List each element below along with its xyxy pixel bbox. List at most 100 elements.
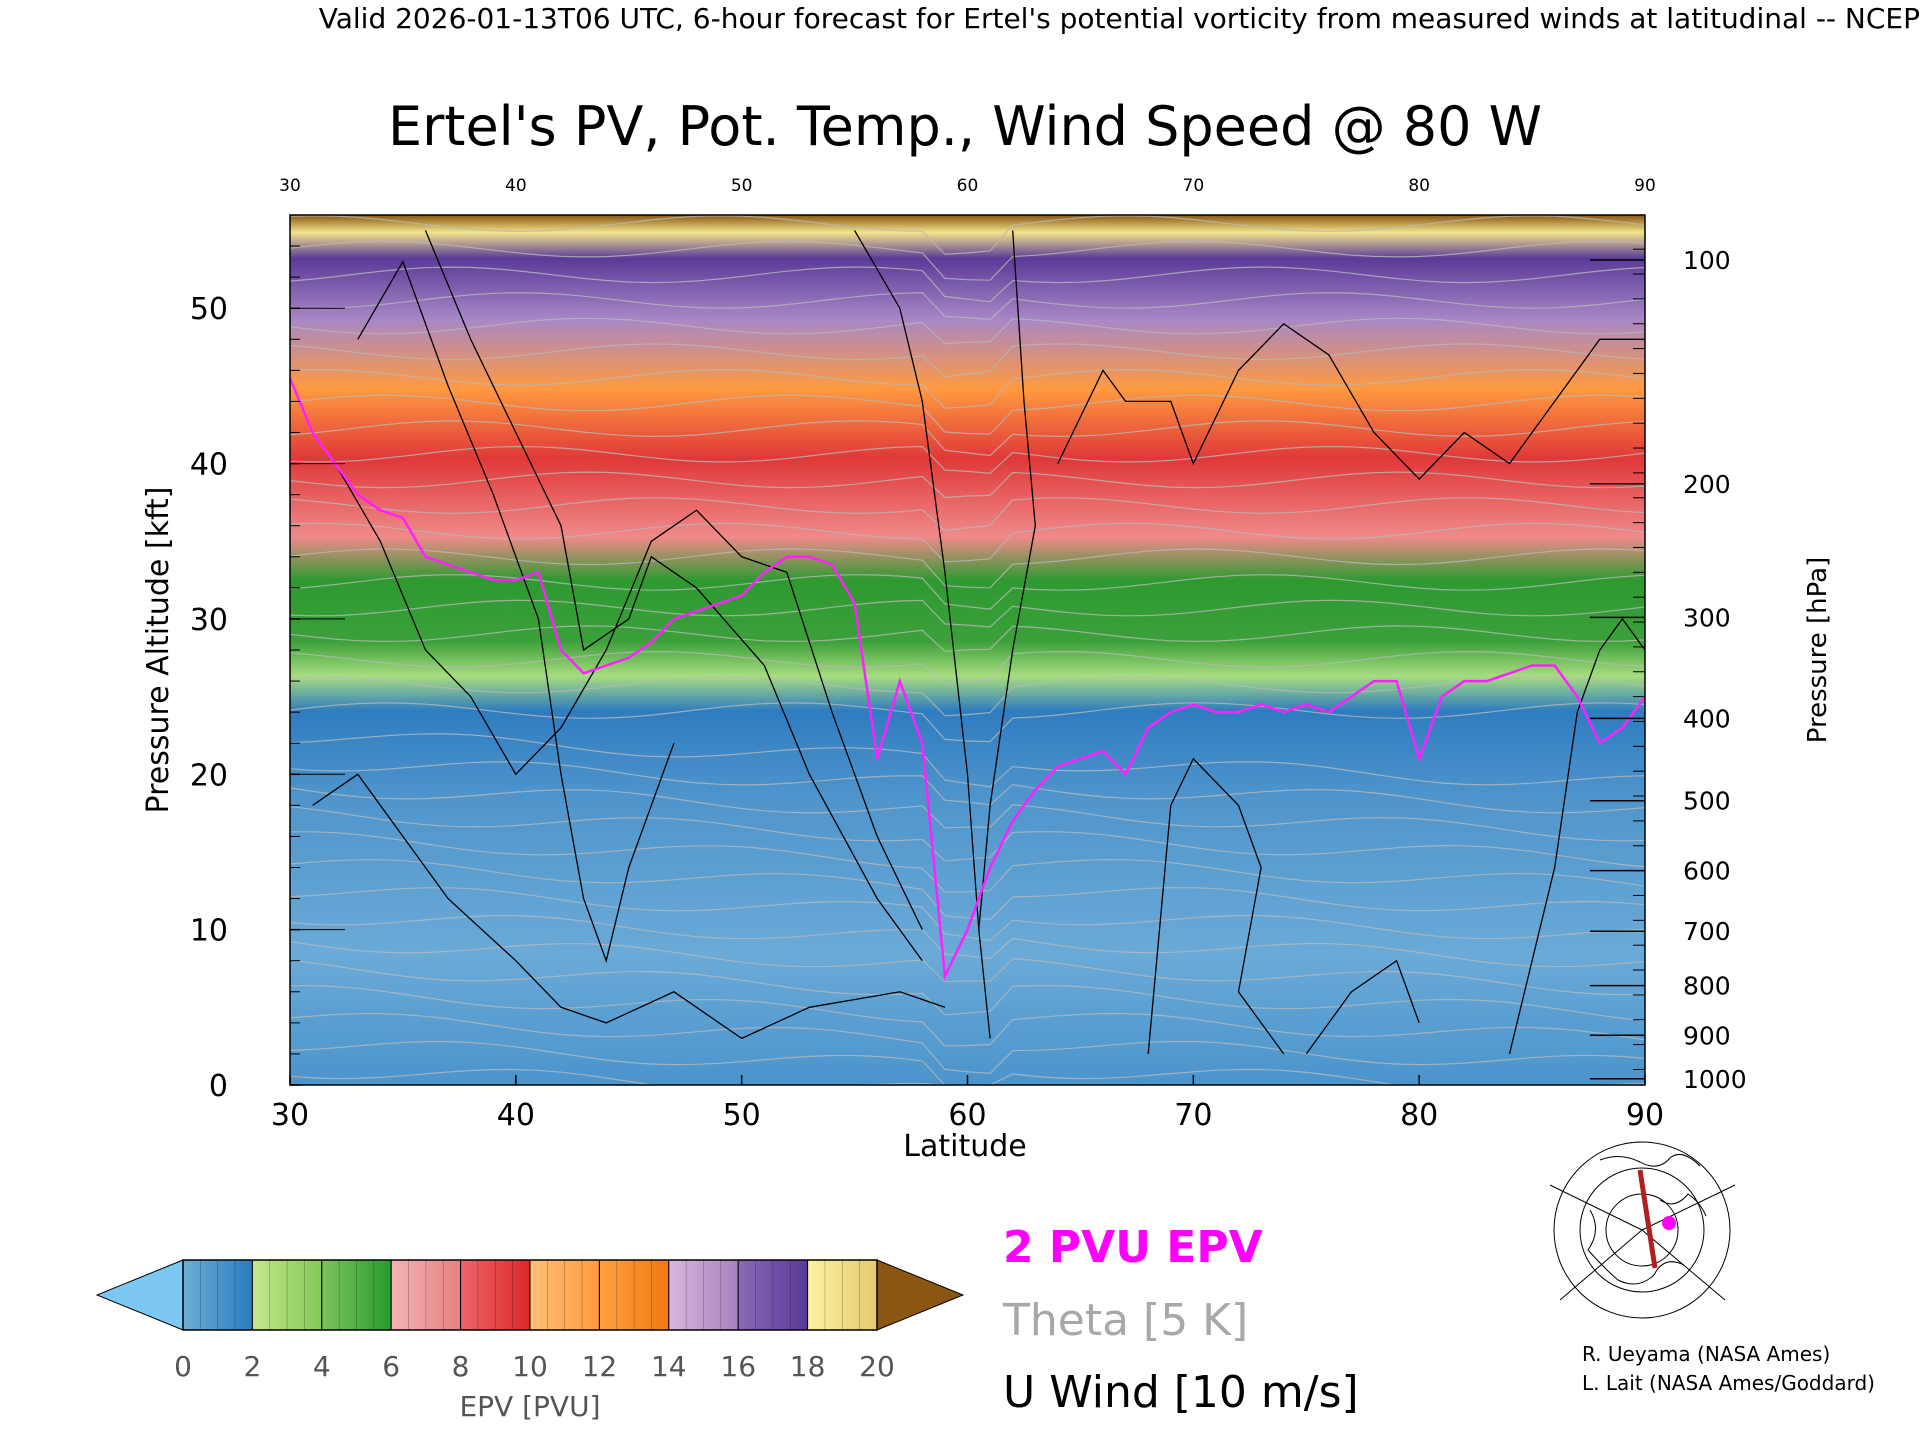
theta-contour (290, 761, 1645, 814)
pressure-tick-label: 400 (1683, 704, 1731, 733)
colorbar-tick-label: 2 (243, 1350, 261, 1383)
theta-contour (290, 368, 1645, 409)
colorbar-bin (737, 1259, 809, 1331)
theta-contour (290, 215, 1645, 255)
colorbar-tick-label: 4 (313, 1350, 331, 1383)
pressure-tick-label: 800 (1683, 972, 1731, 1001)
inset-locator-map (1545, 1141, 1740, 1319)
colorbar-bins (182, 1259, 878, 1331)
x-top-tick-label: 30 (279, 176, 301, 196)
y-tick-label: 50 (190, 292, 228, 327)
theta-contour (290, 625, 1645, 653)
theta-contour (290, 343, 1645, 378)
x-tick-label: 60 (948, 1098, 986, 1133)
pressure-tick-label: 700 (1683, 917, 1731, 946)
pressure-tick-label: 100 (1683, 246, 1731, 275)
x-top-tick-label: 80 (1408, 176, 1430, 196)
x-tick-label: 30 (271, 1098, 309, 1133)
theta-contour (290, 941, 1645, 996)
inset-track-line (1637, 1169, 1658, 1269)
pressure-tick-label: 200 (1683, 470, 1731, 499)
x-axis-label: Latitude (903, 1129, 1026, 1164)
u-wind-contour (978, 230, 1036, 930)
legend-theta: Theta [5 K] (1002, 1295, 1248, 1346)
y-tick-label: 30 (190, 603, 228, 638)
x-axis-ticks: 30 40 50 60 70 80 90 (271, 1075, 1664, 1133)
theta-contour (290, 733, 1645, 788)
colorbar-tick-label: 0 (174, 1350, 192, 1383)
pressure-tick-label: 600 (1683, 857, 1731, 886)
u-wind-contour (357, 260, 675, 963)
pressure-axis-label: Pressure [hPa] (1803, 557, 1833, 744)
colorbar-tick-label: 16 (720, 1350, 756, 1383)
colorbar-bin (668, 1259, 739, 1331)
colorbar-tick-label: 18 (790, 1350, 826, 1383)
theta-contour (290, 702, 1645, 743)
pressure-tick-label: 1000 (1683, 1065, 1747, 1094)
theta-contour (290, 522, 1645, 563)
theta-contour (290, 1012, 1645, 1074)
x-top-tick-label: 50 (731, 176, 753, 196)
x-top-tick-label: 70 (1183, 176, 1205, 196)
legend-2pvu-epv: 2 PVU EPV (1003, 1222, 1263, 1273)
theta-contour (290, 787, 1645, 842)
colorbar-over-triangle (876, 1259, 965, 1331)
u-wind-contour (1305, 959, 1420, 1055)
colorbar-tick-labels: 0 2 4 6 8 10 12 14 16 18 20 (174, 1350, 895, 1383)
theta-contour (290, 1041, 1645, 1085)
pressure-tick-label: 500 (1683, 787, 1731, 816)
u-wind-contour (1508, 617, 1645, 1055)
theta-contours (290, 215, 1645, 1085)
y-axis-label: Pressure Altitude [kft] (141, 487, 176, 814)
u-wind-contour (312, 773, 946, 1040)
u-wind-contour (424, 230, 923, 962)
u-wind-contours (312, 230, 1645, 1055)
colorbar-bin (807, 1259, 878, 1331)
pressure-tick-label: 900 (1683, 1021, 1731, 1050)
colorbar-tick-label: 10 (512, 1350, 548, 1383)
theta-contour (290, 984, 1645, 1047)
pressure-axis-ticks: 100 200 300 400 500 600 700 800 900 1000 (1590, 246, 1747, 1094)
valid-time-header: Valid 2026-01-13T06 UTC, 6-hour forecast… (319, 2, 1920, 35)
colorbar-tick-label: 8 (452, 1350, 470, 1383)
credit-line-1: R. Ueyama (NASA Ames) (1582, 1342, 1830, 1366)
colorbar-label: EPV [PVU] (459, 1390, 600, 1423)
credit-line-2: L. Lait (NASA Ames/Goddard) (1582, 1371, 1875, 1395)
theta-contour (290, 599, 1645, 628)
y-tick-label: 20 (190, 758, 228, 793)
colorbar-under-triangle (95, 1259, 184, 1331)
chart-title: Ertel's PV, Pot. Temp., Wind Speed @ 80 … (388, 95, 1542, 158)
theta-contour (290, 831, 1645, 893)
theta-contour (290, 915, 1645, 968)
theta-contour (290, 497, 1645, 532)
theta-contour (290, 471, 1645, 499)
theta-contour (290, 394, 1645, 435)
y-tick-label: 40 (190, 448, 228, 483)
theta-contour (290, 445, 1645, 474)
theta-contour (290, 574, 1645, 610)
tropopause-2pvu-line (290, 377, 1645, 981)
theta-contour (290, 317, 1645, 345)
colorbar: 0 2 4 6 8 10 12 14 16 18 20 EPV [PVU] (95, 1259, 965, 1423)
y-tick-label: 0 (209, 1069, 228, 1104)
u-wind-contour (1057, 322, 1645, 481)
x-top-tick-label: 60 (957, 176, 979, 196)
x-axis-top-ticks: 30 40 50 60 70 80 90 (279, 176, 1656, 196)
colorbar-tick-label: 14 (651, 1350, 687, 1383)
theta-contour (290, 548, 1645, 589)
theta-contour (290, 887, 1645, 942)
theta-contour (290, 650, 1645, 686)
x-tick-label: 40 (497, 1098, 535, 1133)
x-top-tick-label: 90 (1634, 176, 1656, 196)
x-tick-label: 50 (723, 1098, 761, 1133)
colorbar-bin (460, 1259, 531, 1331)
u-wind-contour (1147, 757, 1285, 1055)
theta-contour (290, 859, 1645, 921)
plot-area: 30 40 50 60 70 80 90 30 40 50 60 70 80 90 0 10 20 30 40 5… (190, 176, 1747, 1133)
theta-contour (290, 676, 1645, 717)
inset-marker (1662, 1216, 1676, 1230)
x-tick-label: 80 (1400, 1098, 1438, 1133)
theta-contour (290, 420, 1645, 457)
colorbar-tick-label: 20 (859, 1350, 895, 1383)
